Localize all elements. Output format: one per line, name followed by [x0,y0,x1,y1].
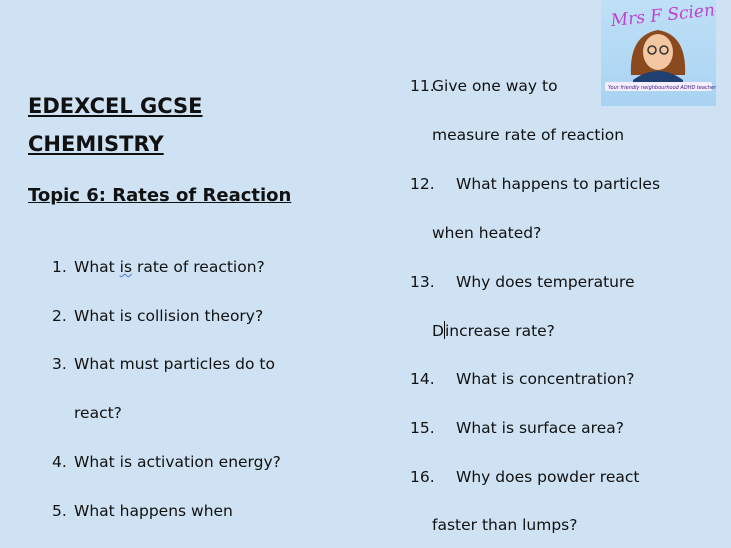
question-13-cont[interactable]: Dincrease rate? [432,321,555,340]
list-item: 13. [410,273,435,291]
doc-title-line1: EDEXCEL GCSE [28,94,203,118]
text-cursor [443,321,445,339]
list-item: 15. [410,419,435,437]
list-item: 1. [52,258,67,276]
mrs-f-science-logo: Mrs F Science Your friendly neighbourhoo… [601,0,731,106]
question-12-cont: when heated? [432,224,542,242]
list-item: 3. [52,355,67,373]
question-3-cont: react? [74,404,122,422]
question-1: What is rate of reaction? [74,258,265,276]
question-12: What happens to particles [456,175,661,193]
question-16: Why does powder react [456,468,640,486]
question-3: What must particles do to [74,355,275,373]
doc-title-line2: CHEMISTRY [28,132,164,156]
list-item: 2. [52,307,67,325]
topic-heading: Topic 6: Rates of Reaction [28,185,292,206]
list-item: 11. [410,77,435,95]
question-5: What happens when [74,502,233,520]
list-item: 14. [410,370,435,388]
svg-text:Mrs F Science: Mrs F Science [609,0,716,31]
question-4: What is activation energy? [74,453,281,471]
list-item: 5. [52,502,67,520]
question-2: What is collision theory? [74,307,264,325]
logo-tagline: Your friendly neighbourhood ADHD teacher [608,85,716,91]
question-15: What is surface area? [456,419,624,437]
question-11-cont: measure rate of reaction [432,126,625,144]
question-13: Why does temperature [456,273,635,291]
list-item: 16. [410,468,435,486]
list-item: 12. [410,175,435,193]
question-16-cont: faster than lumps? [432,516,578,534]
list-item: 4. [52,453,67,471]
spellcheck-underline: is [119,258,133,276]
question-14: What is concentration? [456,370,635,388]
question-11: Give one way to [432,77,558,95]
